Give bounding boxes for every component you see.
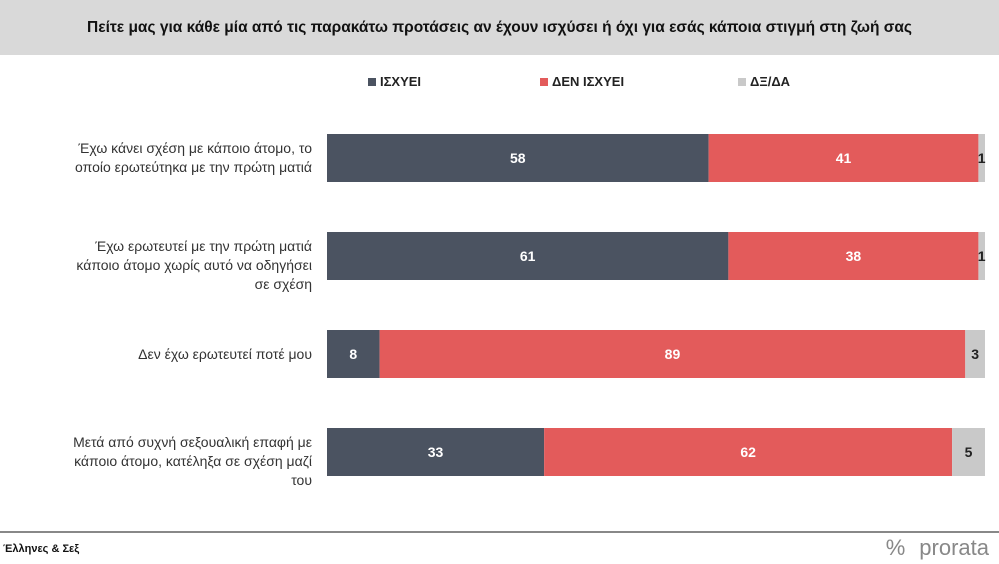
data-label: 5 <box>965 444 973 460</box>
bar-segment <box>327 330 380 378</box>
bar-segment <box>544 428 953 476</box>
prorata-logo: % prorata <box>886 535 989 561</box>
chart-title: Πείτε μας για κάθε μία από τις παρακάτω … <box>0 0 999 55</box>
bar-segment <box>327 428 545 476</box>
legend-item-isxyei: ΙΣΧΥΕΙ <box>368 74 421 89</box>
legend-swatch <box>540 77 548 86</box>
category-label: Έχω κάνει σχέση με κάποιο άτομο, το οποί… <box>75 140 312 175</box>
data-label: 58 <box>510 150 526 166</box>
bar-segment <box>327 232 729 280</box>
legend-label: ΔΕΝ ΙΣΧΥΕΙ <box>552 74 625 89</box>
legend-swatch <box>368 77 376 86</box>
bar-segment <box>978 134 985 182</box>
data-label: 38 <box>846 248 862 264</box>
category-label: Δεν έχω ερωτευτεί ποτέ μου <box>138 346 312 362</box>
bar-segment <box>708 134 979 182</box>
data-label: 8 <box>349 346 357 362</box>
bar-segment <box>965 330 985 378</box>
bar-segment <box>978 232 985 280</box>
data-label: 62 <box>740 444 756 460</box>
legend-item-dk-na: ΔΞ/ΔΑ <box>738 74 790 89</box>
category-label: Μετά από συχνή σεξουαλική επαφή με κάποι… <box>73 434 312 488</box>
data-label: 41 <box>836 150 852 166</box>
legend-item-den-isxyei: ΔΕΝ ΙΣΧΥΕΙ <box>540 74 624 89</box>
data-label: 61 <box>520 248 536 264</box>
data-label: 89 <box>665 346 681 362</box>
logo-text: prorata <box>919 535 989 560</box>
data-label: 1 <box>978 248 986 264</box>
legend-swatch <box>738 77 746 86</box>
data-label: 1 <box>978 150 986 166</box>
percent-icon: % <box>885 535 906 560</box>
legend-label: ΙΣΧΥΕΙ <box>380 74 422 89</box>
bar-segment <box>327 134 709 182</box>
legend: ΙΣΧΥΕΙ ΔΕΝ ΙΣΧΥΕΙ ΔΞ/ΔΑ <box>0 74 999 94</box>
source-label: Έλληνες & Σεξ <box>3 543 80 555</box>
bar-segment <box>379 330 966 378</box>
footer-divider <box>0 531 999 533</box>
bar-segment <box>728 232 979 280</box>
bar-segment <box>952 428 985 476</box>
legend-label: ΔΞ/ΔΑ <box>750 74 791 89</box>
category-label: Έχω ερωτευτεί με την πρώτη ματιά κάποιο … <box>76 238 312 292</box>
data-label: 33 <box>428 444 444 460</box>
data-label: 3 <box>971 346 979 362</box>
